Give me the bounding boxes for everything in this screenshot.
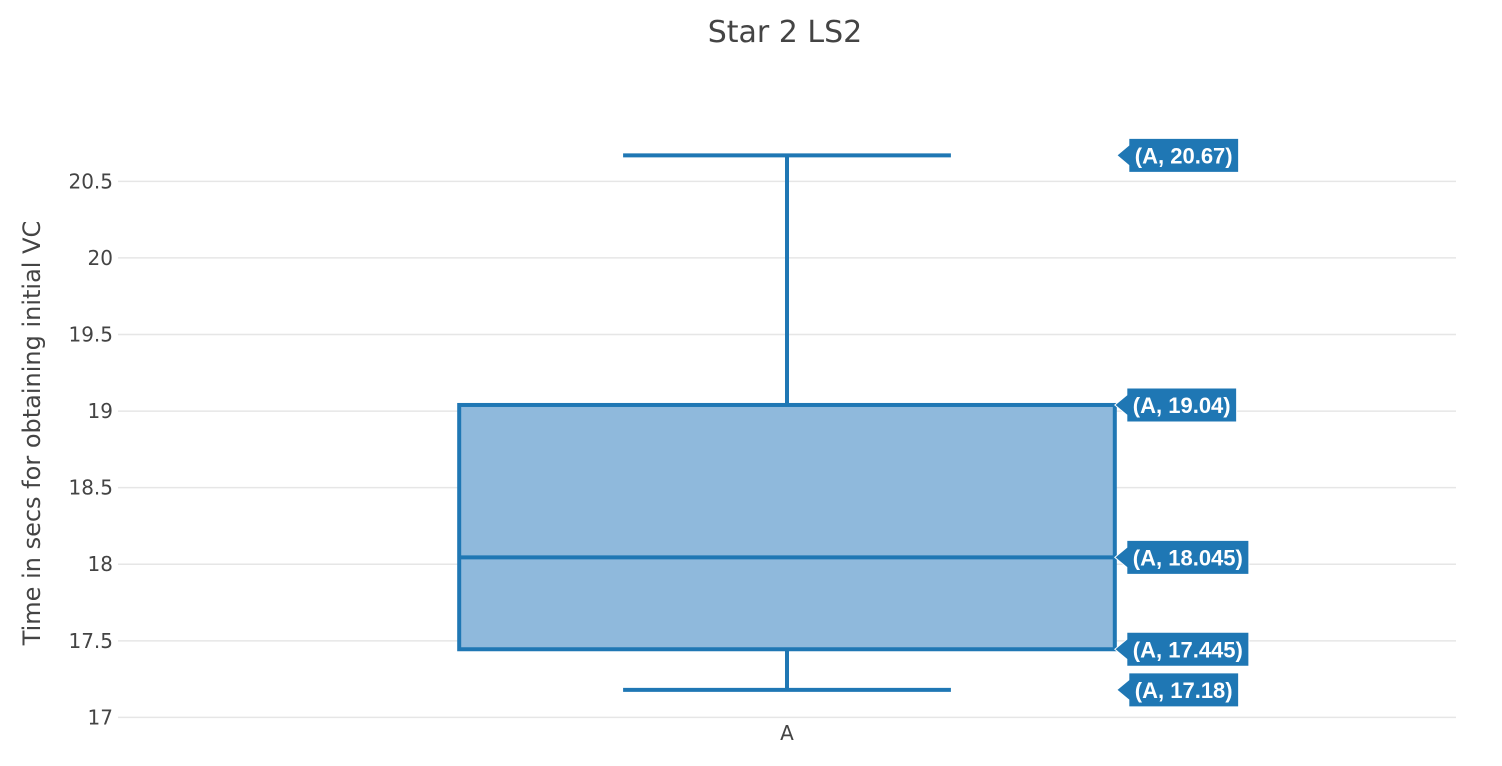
hover-label-background xyxy=(1114,539,1250,575)
x-tick-label: A xyxy=(780,721,794,745)
hover-label-q3: (A, 19.04) xyxy=(1114,387,1238,423)
hover-labels: (A, 20.67) (A, 19.04) (A, 18.045) (A, 17.44… xyxy=(1114,137,1250,708)
hover-label-text: (A, 20.67) xyxy=(1135,143,1233,168)
hover-label-background xyxy=(1114,631,1250,667)
hover-label-text: (A, 17.445) xyxy=(1133,637,1243,662)
x-axis-ticks: A xyxy=(780,721,794,745)
hover-label-q1: (A, 17.445) xyxy=(1114,631,1250,667)
y-axis-ticks: 17 17.5 18 18.5 19 19.5 20 20.5 xyxy=(68,169,113,729)
hover-label-text: (A, 19.04) xyxy=(1133,393,1231,418)
box-series[interactable] xyxy=(457,153,1117,692)
y-tick-label: 19.5 xyxy=(68,323,113,347)
y-axis-label: Time in secs for obtaining initial VC xyxy=(18,221,46,647)
hover-label-text: (A, 17.18) xyxy=(1135,678,1233,703)
hover-label-min: (A, 17.18) xyxy=(1116,672,1240,708)
y-tick-label: 18 xyxy=(88,552,113,576)
chart-title: Star 2 LS2 xyxy=(708,15,863,50)
hover-label-text: (A, 18.045) xyxy=(1133,545,1243,570)
hover-label-background xyxy=(1116,137,1240,173)
y-tick-label: 20 xyxy=(88,246,113,270)
iqr-box[interactable] xyxy=(457,402,1117,652)
y-tick-label: 18.5 xyxy=(68,476,113,500)
y-tick-label: 17.5 xyxy=(68,629,113,653)
hover-label-max: (A, 20.67) xyxy=(1116,137,1240,173)
hover-label-background xyxy=(1116,672,1240,708)
hover-label-median: (A, 18.045) xyxy=(1114,539,1250,575)
y-tick-label: 20.5 xyxy=(68,169,113,193)
y-tick-label: 17 xyxy=(88,705,113,729)
y-tick-label: 19 xyxy=(88,399,113,423)
hover-label-background xyxy=(1114,387,1238,423)
